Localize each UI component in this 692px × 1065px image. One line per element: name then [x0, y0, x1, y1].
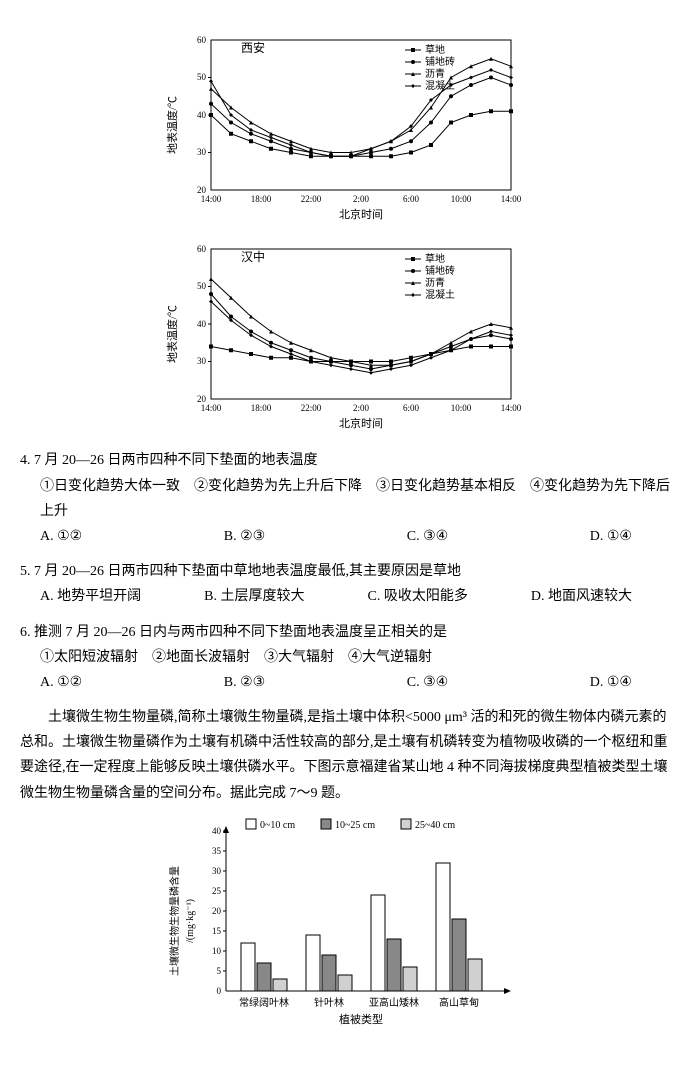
- svg-text:高山草甸: 高山草甸: [439, 996, 479, 1009]
- svg-text:2:00: 2:00: [353, 403, 370, 413]
- svg-text:60: 60: [197, 35, 207, 45]
- q5-option-b[interactable]: B. 土层厚度较大: [204, 584, 304, 609]
- svg-text:沥青: 沥青: [425, 276, 445, 289]
- chart1-title: 西安: [241, 40, 265, 55]
- svg-text:10~25 cm: 10~25 cm: [335, 820, 375, 831]
- svg-text:14:00: 14:00: [201, 194, 222, 204]
- svg-text:亚高山矮林: 亚高山矮林: [369, 996, 419, 1009]
- svg-text:60: 60: [197, 244, 207, 254]
- chart-xian: 2030405060 14:0018:0022:002:006:0010:001…: [20, 30, 672, 229]
- q5-option-d[interactable]: D. 地面风速较大: [531, 584, 632, 609]
- svg-text:50: 50: [197, 281, 207, 291]
- q4-items: ①日变化趋势大体一致 ②变化趋势为先上升后下降 ③日变化趋势基本相反 ④变化趋势…: [20, 474, 672, 524]
- svg-text:20: 20: [212, 906, 222, 916]
- barchart-svg: 0 5 10 15 20 25 30 35 40 0~10 cm 10~25 cm 25~40 …: [156, 816, 536, 1036]
- svg-text:22:00: 22:00: [301, 194, 322, 204]
- svg-text:10:00: 10:00: [451, 194, 472, 204]
- svg-text:22:00: 22:00: [301, 403, 322, 413]
- svg-text:铺地砖: 铺地砖: [425, 55, 455, 68]
- q5-stem: 5. 7 月 20—26 日两市四种下垫面中草地地表温度最低,其主要原因是草地: [20, 559, 672, 584]
- q4-option-a[interactable]: A. ①②: [40, 524, 82, 549]
- svg-text:15: 15: [212, 926, 222, 936]
- chart1-svg: 2030405060 14:0018:0022:002:006:0010:001…: [156, 30, 536, 220]
- q4-stem: 4. 7 月 20—26 日两市四种不同下垫面的地表温度: [20, 448, 672, 473]
- svg-text:30: 30: [212, 866, 222, 876]
- svg-text:30: 30: [197, 356, 207, 366]
- q4-option-c[interactable]: C. ③④: [407, 524, 448, 549]
- q6-option-a[interactable]: A. ①②: [40, 670, 82, 695]
- q6-option-d[interactable]: D. ①④: [590, 670, 632, 695]
- question-4: 4. 7 月 20—26 日两市四种不同下垫面的地表温度 ①日变化趋势大体一致 …: [20, 448, 672, 549]
- chart1-xlabel: 北京时间: [339, 207, 383, 220]
- svg-text:混凝土: 混凝土: [425, 79, 455, 92]
- question-6: 6. 推测 7 月 20—26 日内与两市四种不同下垫面地表温度呈正相关的是 ①…: [20, 620, 672, 696]
- svg-text:40: 40: [212, 826, 222, 836]
- chart2-ylabel: 地表温度/℃: [165, 305, 179, 363]
- svg-text:草地: 草地: [425, 43, 445, 56]
- barchart-xlabel: 植被类型: [339, 1012, 383, 1026]
- svg-text:40: 40: [197, 319, 207, 329]
- chart2-title: 汉中: [241, 249, 265, 264]
- q4-option-b[interactable]: B. ②③: [224, 524, 265, 549]
- svg-text:沥青: 沥青: [425, 67, 445, 80]
- svg-text:14:00: 14:00: [501, 194, 522, 204]
- svg-text:草地: 草地: [425, 252, 445, 265]
- svg-text:0: 0: [217, 986, 222, 996]
- svg-text:35: 35: [212, 846, 222, 856]
- svg-text:50: 50: [197, 72, 207, 82]
- svg-text:常绿阔叶林: 常绿阔叶林: [239, 996, 289, 1009]
- chart1-ylabel: 地表温度/℃: [165, 96, 179, 154]
- svg-text:10:00: 10:00: [451, 403, 472, 413]
- svg-text:25: 25: [212, 886, 222, 896]
- bar-chart: 0 5 10 15 20 25 30 35 40 0~10 cm 10~25 cm 25~40 …: [20, 816, 672, 1045]
- svg-text:5: 5: [217, 966, 222, 976]
- barchart-ylabel-unit: /(mg·kg⁻¹): [185, 899, 196, 943]
- q6-option-c[interactable]: C. ③④: [407, 670, 448, 695]
- q5-option-a[interactable]: A. 地势平坦开阔: [40, 584, 141, 609]
- question-5: 5. 7 月 20—26 日两市四种下垫面中草地地表温度最低,其主要原因是草地 …: [20, 559, 672, 609]
- svg-text:6:00: 6:00: [403, 194, 420, 204]
- q6-option-b[interactable]: B. ②③: [224, 670, 265, 695]
- svg-text:25~40 cm: 25~40 cm: [415, 820, 455, 831]
- svg-text:18:00: 18:00: [251, 194, 272, 204]
- chart2-xlabel: 北京时间: [339, 416, 383, 429]
- q6-stem: 6. 推测 7 月 20—26 日内与两市四种不同下垫面地表温度呈正相关的是: [20, 620, 672, 645]
- svg-text:40: 40: [197, 110, 207, 120]
- chart-hanzhong: 2030405060 14:0018:0022:002:006:0010:001…: [20, 239, 672, 438]
- barchart-ylabel: 土壤微生物生物量磷含量: [168, 866, 181, 976]
- svg-text:针叶林: 针叶林: [314, 996, 344, 1009]
- svg-text:30: 30: [197, 147, 207, 157]
- svg-text:0~10 cm: 0~10 cm: [260, 820, 295, 831]
- passage-text: 土壤微生物生物量磷,简称土壤微生物量磷,是指土壤中体积<5000 μm³ 活的和…: [20, 705, 672, 806]
- svg-text:10: 10: [212, 946, 222, 956]
- chart2-svg: 2030405060 14:0018:0022:002:006:0010:001…: [156, 239, 536, 429]
- svg-text:14:00: 14:00: [501, 403, 522, 413]
- svg-text:2:00: 2:00: [353, 194, 370, 204]
- svg-text:混凝土: 混凝土: [425, 288, 455, 301]
- svg-text:6:00: 6:00: [403, 403, 420, 413]
- svg-text:18:00: 18:00: [251, 403, 272, 413]
- svg-text:铺地砖: 铺地砖: [425, 264, 455, 277]
- q4-option-d[interactable]: D. ①④: [590, 524, 632, 549]
- q6-items: ①太阳短波辐射 ②地面长波辐射 ③大气辐射 ④大气逆辐射: [20, 645, 672, 670]
- q5-option-c[interactable]: C. 吸收太阳能多: [368, 584, 468, 609]
- svg-text:14:00: 14:00: [201, 403, 222, 413]
